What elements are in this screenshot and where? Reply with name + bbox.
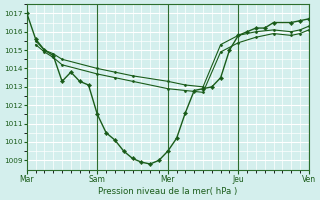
X-axis label: Pression niveau de la mer( hPa ): Pression niveau de la mer( hPa ) — [98, 187, 237, 196]
